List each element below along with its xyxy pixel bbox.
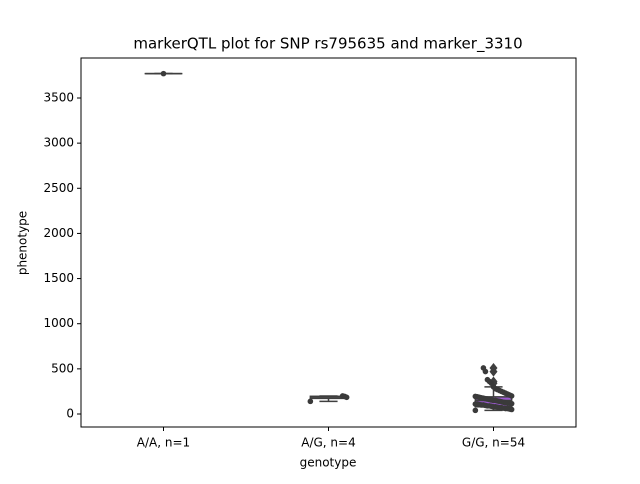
y-tick-label: 500 (51, 361, 74, 375)
strip-point (473, 401, 479, 407)
y-tick-label: 2500 (43, 181, 74, 195)
strip-point (308, 399, 314, 405)
strip-point (161, 71, 167, 77)
x-axis-label: genotype (300, 456, 357, 470)
y-tick-label: 3000 (43, 136, 74, 150)
x-tick-label: A/A, n=1 (137, 436, 190, 450)
x-tick-label: G/G, n=54 (462, 436, 525, 450)
strip-point (473, 394, 479, 400)
strip-point (473, 408, 479, 414)
strip-point (481, 365, 487, 371)
strip-point (485, 377, 491, 383)
y-tick-label: 0 (66, 406, 74, 420)
x-tick-label: A/G, n=4 (301, 436, 355, 450)
y-tick-label: 2000 (43, 226, 74, 240)
y-axis-label: phenotype (16, 211, 30, 275)
y-tick-label: 1000 (43, 316, 74, 330)
y-tick-label: 3500 (43, 90, 74, 104)
strip-point (340, 393, 346, 399)
chart-title: markerQTL plot for SNP rs795635 and mark… (133, 35, 522, 54)
y-tick-label: 1500 (43, 271, 74, 285)
